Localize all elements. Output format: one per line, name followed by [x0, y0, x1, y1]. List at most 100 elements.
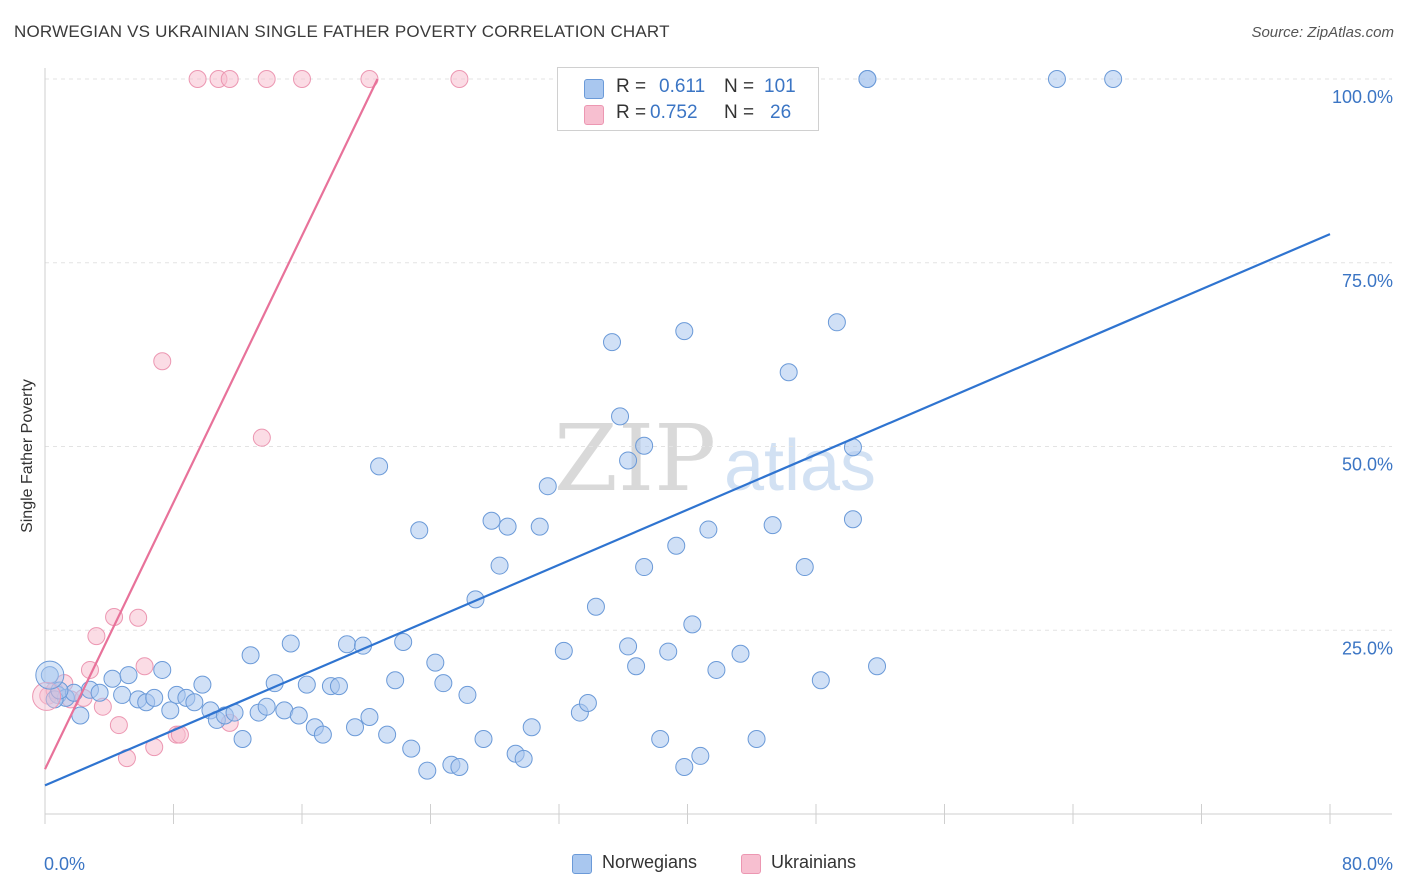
norwegian-point: [554, 641, 573, 660]
norwegians-swatch: [584, 79, 604, 99]
ukrainian-point: [188, 70, 207, 88]
norwegian-point: [651, 730, 670, 749]
norwegian-point: [289, 706, 308, 725]
norwegian-point: [675, 757, 694, 776]
legend-n-value: 101: [764, 76, 796, 97]
norwegian-point: [482, 511, 501, 530]
norwegian-point: [843, 510, 862, 529]
norwegian-point: [868, 657, 887, 676]
norwegian-point: [578, 694, 597, 713]
norwegian-point: [619, 451, 638, 470]
norwegian-point: [378, 725, 397, 744]
norwegian-point: [386, 671, 405, 690]
ukrainian-point: [360, 70, 379, 88]
norwegian-point: [402, 739, 421, 758]
norwegian-point: [241, 646, 260, 665]
norwegian-point: [185, 693, 204, 712]
norwegian-point: [297, 675, 316, 694]
legend-r-label: R =: [616, 76, 647, 97]
norwegian-point: [635, 436, 654, 455]
y-tick-label: 25.0%: [1342, 638, 1393, 658]
norwegian-point: [747, 730, 766, 749]
ukrainian-point: [153, 352, 172, 371]
norwegian-point: [1047, 70, 1066, 88]
norwegian-point: [434, 674, 453, 693]
norwegian-point: [603, 333, 622, 352]
y-tick-label: 100.0%: [1332, 87, 1393, 107]
norwegian-point: [113, 685, 132, 704]
legend-n-label: N =: [724, 76, 755, 97]
norwegian-point: [346, 718, 365, 737]
norwegian-point: [474, 730, 493, 749]
norwegian-point: [466, 590, 485, 609]
norwegian-point: [514, 749, 533, 768]
norwegian-point: [522, 718, 541, 737]
norwegian-point: [530, 517, 549, 536]
norwegian-point: [40, 666, 59, 685]
ukrainians-swatch: [741, 854, 761, 874]
norwegian-point: [683, 615, 702, 634]
norwegian-point: [145, 688, 164, 707]
norwegian-point: [795, 558, 814, 577]
norwegian-point: [627, 657, 646, 676]
ukrainian-point: [257, 70, 276, 88]
norwegian-point: [119, 666, 138, 685]
legend-n-label: N =: [724, 102, 755, 123]
norwegian-point: [313, 725, 332, 744]
norwegian-point: [410, 521, 429, 540]
norwegian-point: [394, 633, 413, 652]
legend-r-value: 0.611: [659, 76, 706, 97]
ukrainian-point: [252, 428, 271, 447]
ukrainian-point: [87, 627, 106, 646]
norwegian-point: [731, 644, 750, 663]
ukrainian-point: [135, 657, 154, 676]
norwegian-point: [538, 477, 557, 496]
norwegian-point: [1104, 70, 1123, 88]
ukrainian-point: [170, 725, 189, 744]
norwegian-point: [827, 313, 846, 332]
y-tick-label: 50.0%: [1342, 455, 1393, 475]
norwegian-point: [193, 675, 212, 694]
norwegian-point: [858, 70, 877, 88]
norwegian-point: [233, 730, 252, 749]
chart-title: NORWEGIAN VS UKRAINIAN SINGLE FATHER POV…: [14, 22, 670, 41]
norwegian-point: [691, 746, 710, 765]
ukrainian-point: [109, 716, 128, 735]
norwegian-point: [659, 642, 678, 661]
norwegian-point: [161, 701, 180, 720]
norwegian-point: [490, 556, 509, 575]
norwegian-point: [153, 660, 172, 679]
legend-label-norwegians: Norwegians: [602, 852, 698, 872]
legend-r-label: R =: [616, 102, 647, 123]
series-legend: Norwegians Ukrainians: [0, 852, 1406, 876]
norwegian-point: [281, 634, 300, 653]
norwegian-point: [707, 660, 726, 679]
norwegian-point: [450, 757, 469, 776]
ukrainian-point: [450, 70, 469, 88]
norwegians-swatch: [572, 854, 592, 874]
correlation-legend: R = 0.611 N = 101 R = 0.752 N = 26: [557, 67, 819, 131]
ukrainian-point: [293, 70, 311, 88]
norwegian-point: [635, 558, 654, 577]
x-tick-label: 0.0%: [44, 854, 85, 874]
y-axis-title: Single Father Poverty: [19, 379, 36, 533]
x-tick-label: 80.0%: [1342, 854, 1393, 874]
norwegian-point: [611, 407, 630, 426]
norwegian-point: [103, 669, 122, 688]
ukrainians-swatch: [584, 105, 604, 125]
norwegian-point: [360, 707, 379, 726]
norwegian-point: [586, 597, 605, 616]
legend-label-ukrainians: Ukrainians: [771, 852, 857, 872]
norwegian-trend-line: [44, 233, 1331, 787]
ukrainian-trend-line: [44, 78, 379, 770]
ukrainian-point: [32, 681, 62, 711]
norwegian-point: [329, 677, 348, 696]
norwegian-point: [667, 536, 686, 555]
norwegian-point: [337, 635, 356, 654]
ukrainian-point: [129, 608, 148, 627]
legend-r-value: 0.752: [650, 102, 698, 123]
norwegian-point: [675, 322, 694, 341]
norwegian-point: [763, 516, 782, 535]
norwegian-point: [779, 363, 798, 382]
norwegian-point: [426, 653, 445, 672]
